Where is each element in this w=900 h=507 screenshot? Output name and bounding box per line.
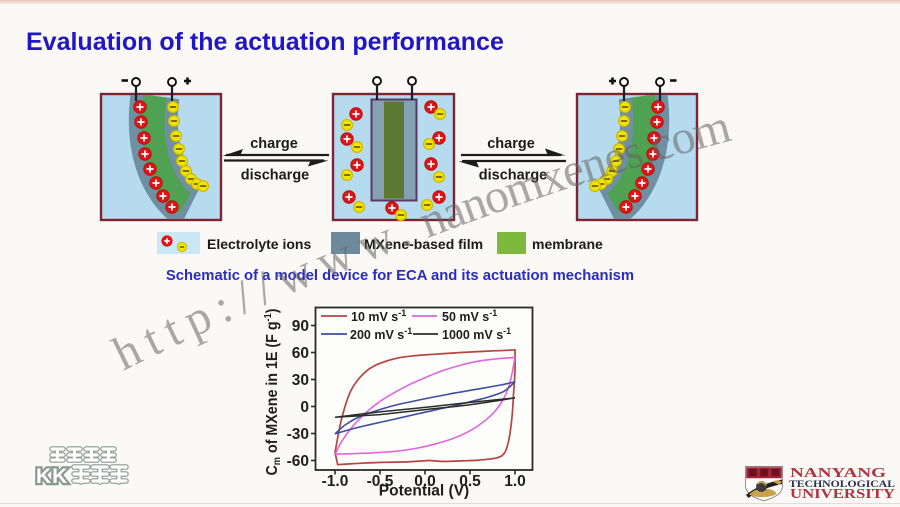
svg-text:discharge: discharge (479, 168, 548, 184)
svg-text:charge: charge (487, 136, 535, 152)
svg-text:charge: charge (250, 136, 298, 152)
svg-text:0.5: 0.5 (459, 473, 481, 490)
svg-text:60: 60 (292, 345, 309, 362)
svg-text:-0.5: -0.5 (367, 473, 394, 490)
svg-text:Electrolyte ions: Electrolyte ions (207, 236, 311, 252)
svg-text:-30: -30 (287, 426, 309, 443)
svg-text:Potential (V): Potential (V) (379, 483, 469, 500)
svg-text:0.0: 0.0 (414, 473, 436, 490)
svg-text:membrane: membrane (532, 236, 603, 252)
svg-text:-60: -60 (287, 453, 309, 470)
svg-text:MXene-based film: MXene-based film (364, 236, 483, 252)
svg-text:50 mV s-1: 50 mV s-1 (442, 308, 497, 324)
svg-text:NANYANG: NANYANG (790, 465, 887, 480)
svg-text:90: 90 (292, 318, 309, 335)
svg-text:30: 30 (292, 372, 309, 389)
svg-text:1000 mV s-1: 1000 mV s-1 (442, 326, 511, 342)
svg-text:Schematic of a model device fo: Schematic of a model device for ECA and … (166, 268, 634, 284)
svg-text:200 mV s-1: 200 mV s-1 (350, 326, 412, 342)
svg-text:TECHNOLOGICAL: TECHNOLOGICAL (789, 480, 895, 490)
svg-text:1.0: 1.0 (504, 473, 526, 490)
svg-text:KK: KK (36, 465, 68, 488)
svg-text:discharge: discharge (241, 168, 310, 184)
svg-text:-1.0: -1.0 (322, 473, 349, 490)
svg-text:0: 0 (300, 399, 309, 416)
svg-text:Cm of MXene in 1E (F g-1): Cm of MXene in 1E (F g-1) (263, 309, 283, 476)
svg-text:10 mV s-1: 10 mV s-1 (351, 308, 406, 324)
svg-text:UNIVERSITY: UNIVERSITY (790, 486, 895, 501)
